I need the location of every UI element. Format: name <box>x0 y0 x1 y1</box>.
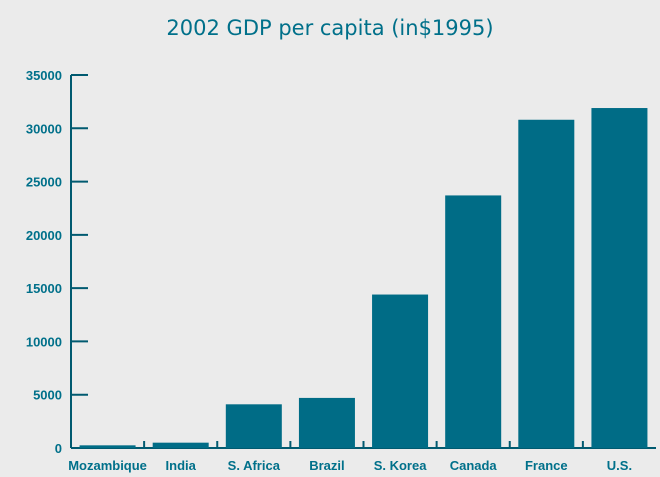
x-category-label: Brazil <box>309 458 344 473</box>
y-tick-label: 5000 <box>33 388 62 403</box>
bar <box>225 404 282 448</box>
x-category-label: India <box>166 458 197 473</box>
bar <box>591 108 648 448</box>
bar <box>445 195 502 448</box>
y-tick-label: 0 <box>55 441 62 456</box>
bar <box>152 442 209 448</box>
y-tick-label: 20000 <box>26 228 62 243</box>
bar <box>518 119 575 448</box>
x-category-label: S. Korea <box>374 458 428 473</box>
bars <box>79 108 648 448</box>
y-tick-label: 25000 <box>26 175 62 190</box>
y-tick-label: 15000 <box>26 281 62 296</box>
bar <box>298 397 355 448</box>
x-category-label: Canada <box>450 458 498 473</box>
bar <box>372 294 429 448</box>
x-category-label: S. Africa <box>228 458 281 473</box>
y-tick-label: 10000 <box>26 334 62 349</box>
y-tick-label: 30000 <box>26 121 62 136</box>
bar <box>79 445 136 448</box>
x-category-label: U.S. <box>607 458 632 473</box>
y-tick-label: 35000 <box>26 68 62 83</box>
chart-title: 2002 GDP per capita (in$1995) <box>166 16 494 40</box>
x-category-label: Mozambique <box>68 458 147 473</box>
x-category-label: France <box>525 458 568 473</box>
labels: 0 5000 10000 15000 20000 25000 30000 35000 Mozam… <box>26 68 632 473</box>
